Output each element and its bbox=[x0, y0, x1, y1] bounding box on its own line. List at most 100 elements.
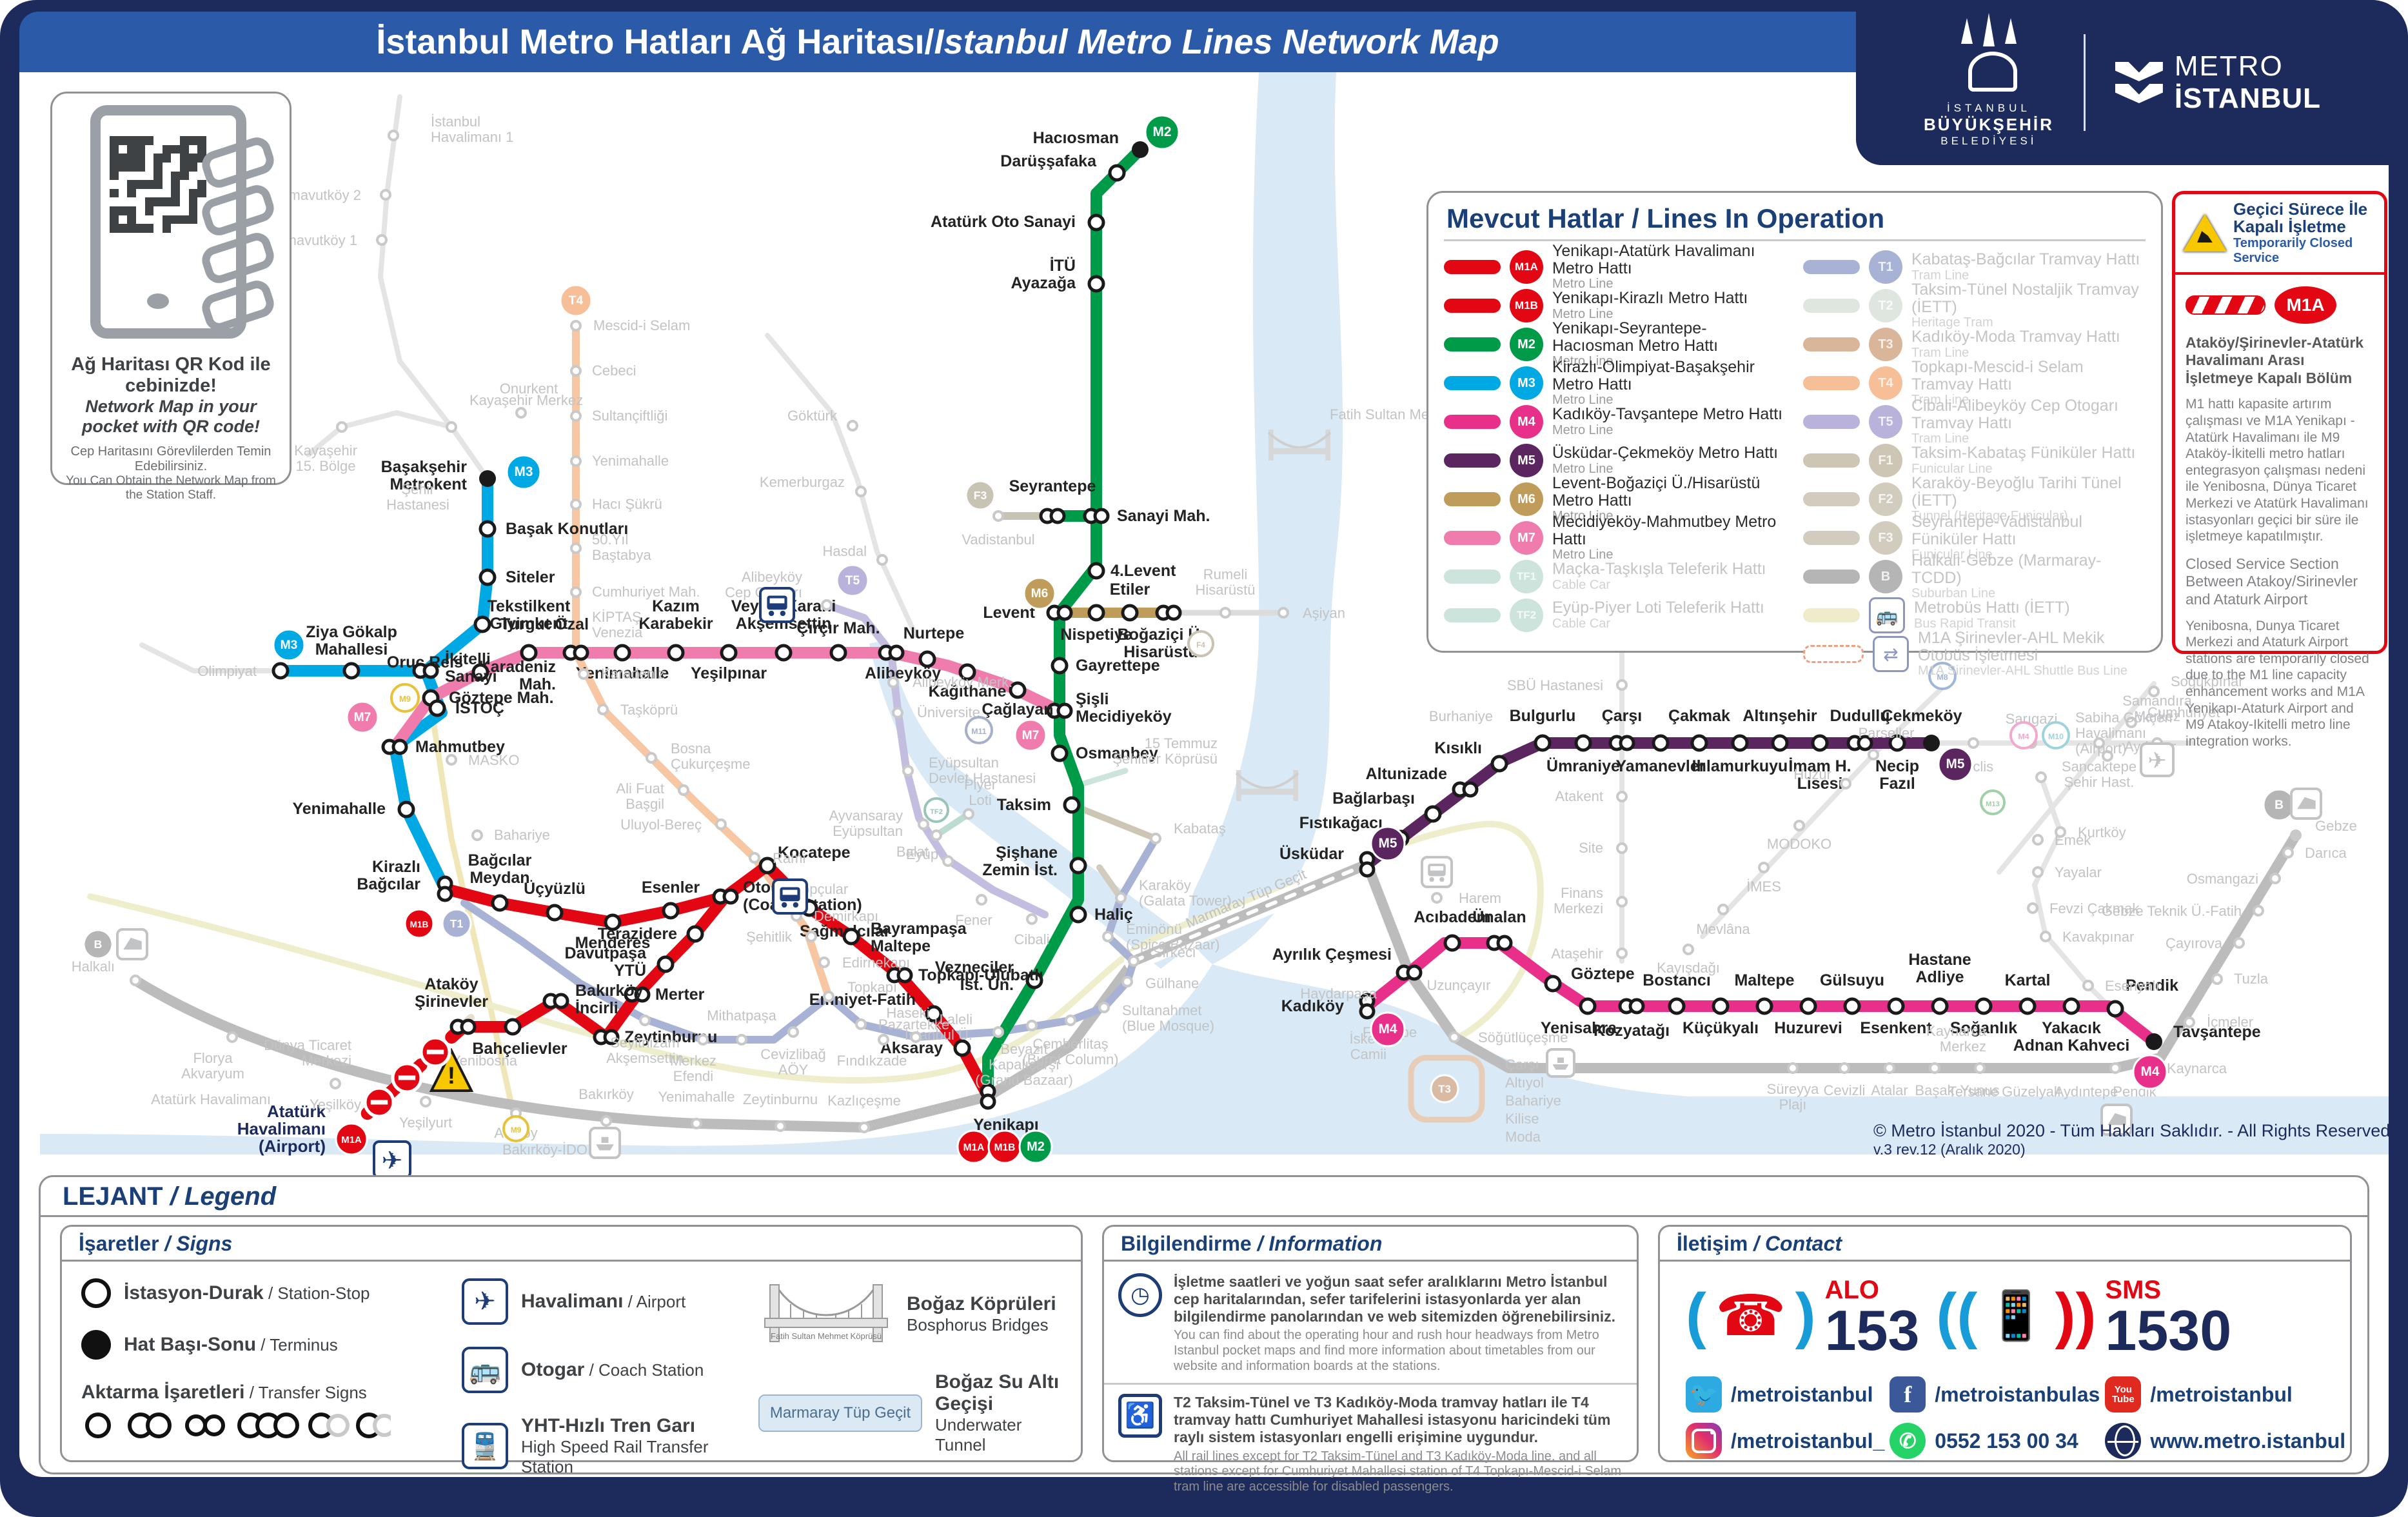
map-label: 4.Levent bbox=[1110, 562, 1176, 580]
instagram-icon bbox=[1686, 1423, 1722, 1460]
whatsapp-icon: ✆ bbox=[1890, 1423, 1926, 1460]
map-label: Uluyol-Bereç bbox=[620, 817, 702, 833]
lines-column-right: T1 Kabataş-Bağcılar Tramvay Hattı Tram Lin… bbox=[1803, 248, 2146, 678]
map-label: Yenimahalle bbox=[292, 800, 386, 818]
map-badge-tf2: TF2 bbox=[923, 797, 949, 823]
map-label: Finans Merkezi bbox=[1554, 885, 1603, 917]
map-badge-t1: T1 bbox=[441, 908, 472, 939]
line-color-chip bbox=[1803, 260, 1860, 274]
map-label: Yenimahalle bbox=[658, 1089, 735, 1105]
map-label: Yakacık Adnan Kahveci bbox=[2013, 1019, 2130, 1055]
map-label: Şişli Mecidiyeköy bbox=[1076, 690, 1172, 726]
map-badge-m8: M8 bbox=[1928, 662, 1957, 690]
map-badge-m5: M5 bbox=[1937, 746, 1973, 782]
map-label: Nurtepe bbox=[903, 624, 965, 642]
sign-bridge: Fatih Sultan Mehmet Köprüsü Boğaz Köprül… bbox=[758, 1278, 1068, 1349]
transfer-signs-icons bbox=[85, 1413, 391, 1438]
line-color-chip bbox=[1803, 376, 1860, 390]
map-label: Çayırova bbox=[2166, 935, 2223, 951]
map-label: Osmanbey bbox=[1076, 744, 1158, 762]
map-label: Uzunçayır bbox=[1426, 977, 1490, 993]
map-label: Menderes bbox=[575, 934, 651, 952]
map-label: Amavutköy 2 bbox=[279, 187, 361, 203]
map-label: Şehitlik bbox=[746, 929, 793, 945]
line-color-chip bbox=[1444, 376, 1501, 390]
map-label: Bakırköy İncirli bbox=[575, 982, 644, 1017]
map-label: Üniversite bbox=[917, 704, 980, 720]
map-label: Ayvansaray Eyüpsultan bbox=[829, 808, 903, 839]
line-badge-m1b: M1B bbox=[1510, 289, 1543, 322]
map-label: Aydıntepe bbox=[2055, 1084, 2118, 1100]
map-dynamic-layer: Hacıosman Darüşşafaka Atatürk Oto Sanayi İT… bbox=[72, 114, 2357, 1179]
map-label: Nispetiye bbox=[1060, 626, 1132, 644]
map-badge-m4: M4 bbox=[2009, 721, 2038, 749]
twitter-icon: 🐦 bbox=[1686, 1376, 1722, 1413]
map-label: İçmeler bbox=[2207, 1014, 2253, 1030]
map-label: Davutpaşa YTÜ bbox=[565, 944, 647, 980]
sign-station: İstasyon-Durak / Station-Stop bbox=[81, 1278, 442, 1308]
svg-text:!: ! bbox=[448, 1062, 455, 1089]
phone-icon: ☎ bbox=[1715, 1284, 1786, 1348]
map-label: KİPTAŞ Venezia bbox=[592, 609, 643, 640]
line-badge-t3: T3 bbox=[1869, 328, 1902, 361]
svg-text:T4: T4 bbox=[569, 294, 584, 308]
title-bar: İstanbul Metro Hatları Ağ Haritası / Ist… bbox=[19, 12, 1856, 72]
map-label: Söğütlüçeşme bbox=[1478, 1029, 1568, 1046]
lines-in-operation-panel: Mevcut Hatlar / Lines In Operation M1A Ye… bbox=[1426, 191, 2163, 678]
map-label: Mithatpaşa bbox=[707, 1007, 776, 1024]
map-label: Eminönü (Spice Bazaar) bbox=[1126, 921, 1220, 953]
bridge-icon bbox=[1235, 770, 1299, 801]
map-label: Ataköy Şirinevler bbox=[415, 975, 488, 1011]
map-label: Kaynarca Merkez bbox=[1926, 1023, 1987, 1055]
metrobus-icon: 🚌 bbox=[1869, 597, 1905, 633]
map-label: Yeşilpınar bbox=[691, 664, 767, 682]
map-label: İmam H. Lisesi bbox=[1788, 757, 1851, 793]
svg-text:M10: M10 bbox=[2048, 732, 2064, 741]
map-badge-m10: M10 bbox=[2042, 721, 2070, 749]
map-label: Taksim bbox=[997, 796, 1051, 814]
legend-line-row: F2 Karaköy-Beyoğlu Tarihi Tünel (İETT) Tun… bbox=[1803, 475, 2146, 523]
sign-yht: 🚆 YHT-Hızlı Tren Garı High Speed Rail Tran… bbox=[462, 1415, 739, 1477]
legend-line-row: T2 Taksim-Tünel Nostaljik Tramvay (İETT) H… bbox=[1803, 281, 2146, 330]
map-badge-m11: M11 bbox=[965, 716, 993, 744]
map-badge-m6: M6 bbox=[1023, 577, 1056, 610]
map-label: Kazlıçeşme bbox=[827, 1093, 901, 1109]
sign-terminus: Hat Başı-Sonu / Terminus bbox=[81, 1330, 442, 1360]
map-label: Rami bbox=[773, 850, 805, 866]
map-label: Bakırköy bbox=[578, 1086, 634, 1102]
line-badge-t1: T1 bbox=[1869, 250, 1902, 284]
svg-text:F3: F3 bbox=[974, 489, 987, 502]
legend-line-row: B Halkalı-Gebze (Marmaray-TCDD) Suburban L… bbox=[1803, 552, 2146, 600]
alo-153: (☎) ALO 153 bbox=[1686, 1276, 1920, 1362]
map-label: Çırçır Mah. bbox=[796, 619, 880, 637]
map-label: Kemerburgaz bbox=[760, 474, 845, 490]
line-f2 bbox=[1096, 864, 1124, 901]
map-label: Halkalı bbox=[72, 958, 115, 975]
line-color-chip bbox=[1803, 337, 1860, 352]
map-label: Sultanahmet (Blue Mosque) bbox=[1122, 1002, 1214, 1034]
information-box: Bilgilendirme / Information ◷ İşletme sa… bbox=[1102, 1225, 1639, 1494]
map-label: Pazartekke bbox=[878, 1016, 949, 1033]
copyright: © Metro İstanbul 2020 - Tüm Hakları Sakl… bbox=[1873, 1121, 2395, 1158]
map-label: Kavakpınar bbox=[2062, 929, 2134, 945]
map-label: Bahariye bbox=[494, 827, 550, 843]
map-label: Bahariye bbox=[1505, 1093, 1561, 1109]
svg-text:TF2: TF2 bbox=[930, 808, 943, 816]
line-color-chip bbox=[1803, 531, 1860, 545]
map-label: Mescid-i Selam bbox=[593, 317, 690, 333]
qr-code bbox=[110, 136, 206, 233]
warning-icon bbox=[2183, 214, 2227, 252]
closed-service-panel: Geçici Sürece İle Kapalı İşletme Tempora… bbox=[2172, 191, 2387, 749]
map-label: Kaynarca bbox=[2167, 1060, 2227, 1076]
map-label: Fevzi Çakmak bbox=[2049, 900, 2140, 917]
info-operating-hours: ◷ İşletme saatleri ve yoğun saat sefer a… bbox=[1104, 1262, 1637, 1374]
line-badge-m7: M7 bbox=[1510, 521, 1543, 555]
map-badge-b: B bbox=[83, 929, 113, 960]
svg-text:M1B: M1B bbox=[410, 920, 429, 929]
map-label: Kartal bbox=[2005, 971, 2051, 989]
map-label: Yeşilköy bbox=[310, 1096, 361, 1113]
map-label: İMES bbox=[1746, 878, 1781, 895]
wheelchair-icon: ♿ bbox=[1118, 1394, 1162, 1438]
marmaray-tube-pill: Marmaray Tüp Geçit bbox=[758, 1394, 922, 1432]
map-label: Çarşı bbox=[1505, 1056, 1539, 1073]
